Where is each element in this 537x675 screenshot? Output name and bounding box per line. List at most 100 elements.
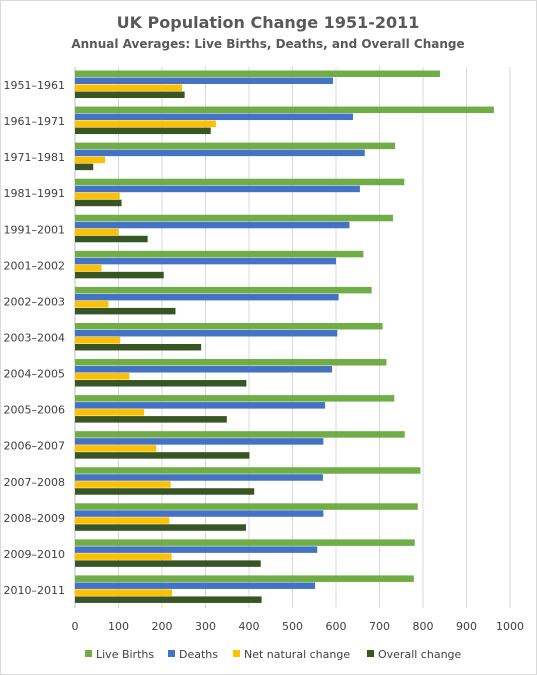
legend-swatch — [85, 650, 92, 657]
bar — [75, 307, 176, 315]
bar — [75, 113, 353, 121]
legend-swatch — [168, 650, 175, 657]
category-label: 1961–1971 — [4, 115, 66, 128]
bar — [75, 250, 364, 258]
bar — [75, 510, 324, 517]
bar — [75, 553, 172, 560]
x-tick-labels: 0 100 200 300 400 500 600 700 800 900 1000 — [72, 620, 525, 633]
bar — [75, 560, 261, 567]
bar — [75, 127, 211, 135]
bar — [75, 84, 183, 91]
bar — [75, 163, 94, 171]
category-label: 2004–2005 — [4, 368, 66, 381]
bar — [75, 185, 360, 193]
bar — [75, 539, 415, 546]
bar — [75, 589, 173, 596]
category-label: 2006–2007 — [4, 440, 66, 453]
category-label: 2003–2004 — [4, 332, 66, 345]
category-label: 1981–1991 — [4, 187, 66, 200]
chart-subtitle: Annual Averages: Live Births, Deaths, an… — [71, 37, 464, 51]
x-tick-label: 300 — [195, 620, 216, 633]
bar — [75, 329, 338, 337]
bar — [75, 192, 120, 200]
bar — [75, 120, 216, 128]
bar — [75, 149, 365, 157]
category-label: 2002–2003 — [4, 295, 66, 308]
bar — [75, 474, 323, 481]
bar — [75, 481, 171, 488]
bar — [75, 257, 336, 265]
x-tick-label: 600 — [326, 620, 347, 633]
x-tick-label: 500 — [282, 620, 303, 633]
bar — [75, 235, 148, 243]
category-label: 2007–2008 — [4, 476, 66, 489]
bar — [75, 106, 494, 114]
bar — [75, 380, 247, 387]
bar — [75, 286, 372, 294]
bar — [75, 156, 106, 164]
category-label: 1991–2001 — [4, 223, 66, 236]
category-label: 2008–2009 — [4, 512, 66, 525]
bar — [75, 546, 318, 553]
bar — [75, 452, 250, 459]
bar — [75, 445, 157, 452]
bar — [75, 70, 440, 77]
bar — [75, 575, 414, 582]
x-tick-label: 700 — [369, 620, 390, 633]
x-tick-label: 900 — [456, 620, 477, 633]
bar — [75, 438, 324, 445]
bar — [75, 416, 227, 423]
x-tick-label: 100 — [108, 620, 129, 633]
bar — [75, 199, 122, 207]
x-tick-label: 0 — [72, 620, 79, 633]
bar — [75, 402, 326, 409]
category-label: 2009–2010 — [4, 548, 66, 561]
bar — [75, 467, 421, 474]
bar — [75, 271, 164, 279]
bar — [75, 221, 350, 229]
legend-label: Deaths — [179, 648, 218, 661]
bar — [75, 366, 333, 373]
legend-swatch — [367, 650, 374, 657]
legend: Live Births Deaths Net natural change Overa… — [85, 648, 462, 661]
bar — [75, 596, 262, 603]
category-label: 2001–2002 — [4, 259, 66, 272]
x-tick-label: 1000 — [496, 620, 524, 633]
bar — [75, 336, 121, 344]
bar — [75, 517, 170, 524]
category-label: 2005–2006 — [4, 404, 66, 417]
bar — [75, 178, 405, 186]
bars — [75, 70, 494, 603]
x-tick-label: 400 — [239, 620, 260, 633]
bar — [75, 524, 246, 531]
bar — [75, 322, 383, 330]
bar — [75, 142, 396, 150]
bar — [75, 91, 185, 98]
chart-title: UK Population Change 1951-2011 — [117, 13, 420, 32]
legend-label: Overall change — [378, 648, 462, 661]
category-label: 1971–1981 — [4, 151, 66, 164]
bar — [75, 228, 119, 236]
legend-label: Live Births — [96, 648, 154, 661]
bar — [75, 503, 418, 510]
bar — [75, 431, 405, 438]
bar — [75, 409, 145, 416]
legend-swatch — [233, 650, 240, 657]
bar — [75, 343, 202, 351]
bar — [75, 582, 316, 589]
category-label: 2010–2011 — [4, 584, 66, 597]
legend-label: Net natural change — [244, 648, 350, 661]
bar — [75, 214, 393, 222]
bar — [75, 300, 109, 308]
category-label: 1951–1961 — [4, 79, 66, 92]
bar — [75, 373, 130, 380]
bar — [75, 264, 102, 272]
x-tick-label: 800 — [413, 620, 434, 633]
bar — [75, 77, 333, 84]
bar — [75, 488, 255, 495]
bar — [75, 395, 395, 402]
bar — [75, 293, 339, 301]
category-labels: 1951–1961 1961–1971 1971–1981 1981–1991 1991… — [4, 79, 66, 597]
